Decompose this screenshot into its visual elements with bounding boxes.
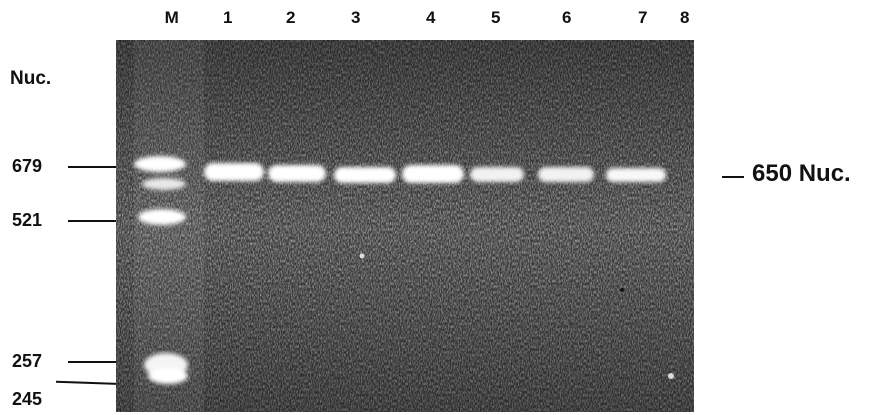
marker-label-679: 679 bbox=[12, 156, 43, 176]
marker-tick-521 bbox=[68, 220, 130, 222]
gel-speck bbox=[620, 288, 624, 292]
marker-tick-679 bbox=[68, 166, 130, 168]
marker-bands bbox=[134, 156, 188, 384]
lane-label-4: 4 bbox=[426, 8, 436, 27]
band-lane-7 bbox=[606, 168, 666, 182]
band-lane-5 bbox=[470, 167, 524, 182]
marker-label-257: 257 bbox=[12, 351, 43, 371]
gel-image bbox=[116, 40, 694, 412]
gel-speck bbox=[668, 373, 674, 379]
band-lane-1 bbox=[204, 163, 264, 181]
lane-label-6: 6 bbox=[562, 8, 572, 27]
gel-svg bbox=[116, 40, 694, 412]
marker-label-521: 521 bbox=[12, 210, 43, 230]
axis-unit-label: Nuc. bbox=[10, 68, 52, 89]
lane-label-3: 3 bbox=[351, 8, 361, 27]
product-label: 650 Nuc. bbox=[752, 160, 851, 187]
lane-label-7: 7 bbox=[638, 8, 648, 27]
marker-label-245: 245 bbox=[12, 389, 43, 409]
band-lane-4 bbox=[402, 165, 464, 183]
band-lane-2 bbox=[268, 165, 326, 182]
product-tick bbox=[722, 176, 744, 178]
band-marker-245 bbox=[148, 368, 188, 384]
lane-label-m: M bbox=[164, 8, 180, 27]
lane-label-1: 1 bbox=[223, 8, 233, 27]
band-lane-6 bbox=[538, 167, 594, 182]
band-marker-521 bbox=[138, 209, 186, 225]
lane-label-2: 2 bbox=[286, 8, 296, 27]
lane-label-5: 5 bbox=[491, 8, 501, 27]
band-marker-679 bbox=[134, 156, 186, 172]
gel-speck bbox=[359, 253, 365, 259]
band-lane-3 bbox=[334, 167, 396, 183]
marker-tick-257 bbox=[68, 361, 130, 363]
lane-label-8: 8 bbox=[680, 8, 690, 27]
marker-lane bbox=[134, 40, 204, 412]
band-marker-650 bbox=[142, 178, 186, 190]
sample-bands bbox=[204, 163, 666, 183]
